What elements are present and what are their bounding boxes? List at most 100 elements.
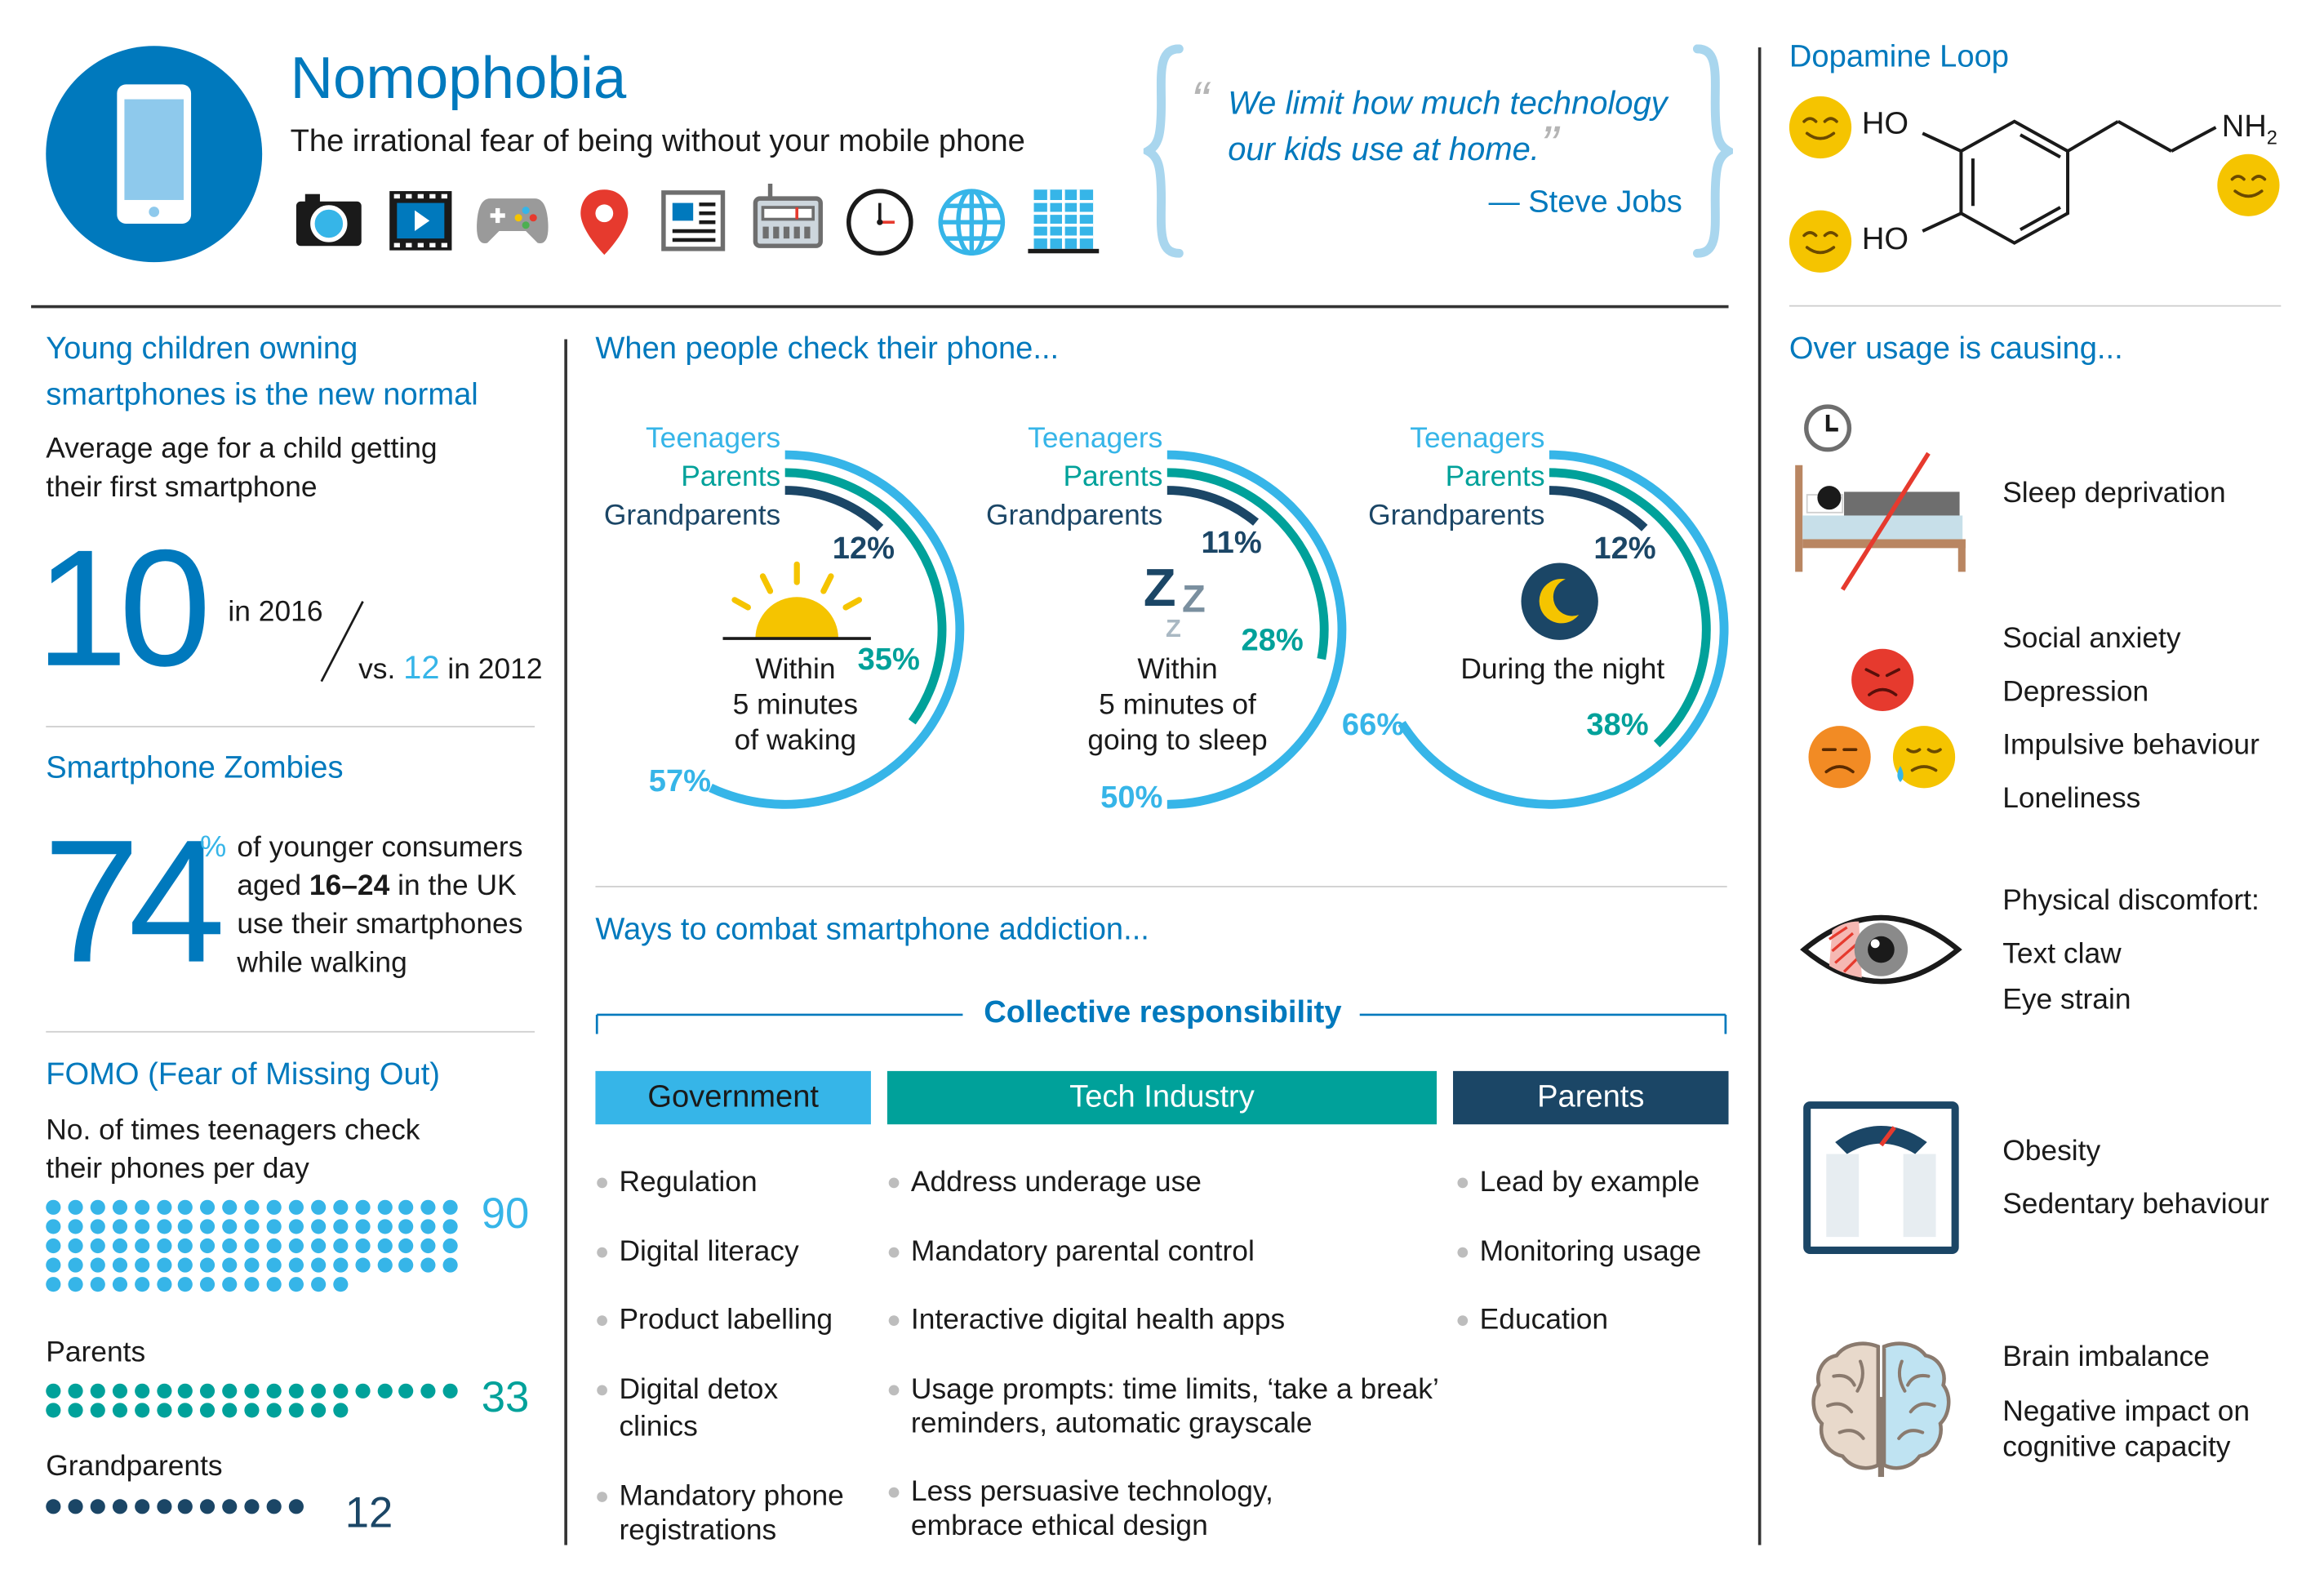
gov-item-mandatory-phone-cont: registrations — [619, 1514, 777, 1547]
grand-dot — [90, 1499, 105, 1514]
parent-dot — [266, 1383, 282, 1399]
teen-dot — [332, 1257, 348, 1273]
zombies-pct-sign: % — [199, 830, 227, 864]
chart3-legend-parents: Parents — [1445, 460, 1545, 494]
chart3-grand-pct: 12% — [1593, 531, 1656, 567]
ring-teenagers — [1398, 450, 1729, 809]
slash-divider — [317, 598, 367, 691]
teen-dot — [398, 1238, 414, 1254]
teen-dot — [156, 1219, 171, 1234]
grand-dot — [266, 1499, 282, 1514]
teen-dot — [222, 1199, 238, 1215]
parent-dot — [442, 1383, 459, 1399]
teen-dot — [200, 1238, 216, 1254]
parent-dot — [112, 1383, 127, 1399]
happy-face-icon-3 — [2215, 153, 2281, 225]
parents-item-education: Education — [1457, 1303, 1609, 1336]
children-title-line1: Young children owning — [46, 331, 358, 367]
teen-dot — [46, 1277, 61, 1292]
nh-label: NH — [2221, 109, 2267, 145]
teen-dot — [178, 1238, 193, 1254]
chart1-grand-pct: 12% — [832, 531, 895, 567]
teen-dot — [354, 1257, 370, 1273]
teen-dot — [354, 1199, 370, 1215]
tech-item-persuasive: Less persuasive technology, — [888, 1475, 1273, 1509]
chart2-legend-parents: Parents — [1063, 460, 1163, 494]
check-title: When people check their phone... — [595, 331, 1060, 367]
vs-label: vs. — [358, 653, 396, 687]
parent-dot — [134, 1403, 149, 1418]
teen-dot — [90, 1219, 105, 1234]
chart2-teen-pct: 50% — [1100, 780, 1163, 815]
teen-dot — [288, 1238, 304, 1254]
overuse-eye-strain: Eye strain — [2002, 983, 2131, 1016]
tech-item-persuasive-cont: embrace ethical design — [910, 1509, 1208, 1542]
teen-dot — [222, 1277, 238, 1292]
parent-dot — [156, 1383, 171, 1399]
age-2012: 12 — [403, 648, 440, 687]
teen-dot — [376, 1238, 392, 1254]
ring-grandparents — [1166, 486, 1260, 526]
zombies-age-range: 16–24 — [309, 869, 390, 903]
grand-dot — [134, 1499, 149, 1514]
divider-dopamine — [1789, 305, 2282, 307]
teen-dot — [156, 1238, 171, 1254]
parent-dot — [46, 1383, 61, 1399]
teen-dot — [112, 1238, 127, 1254]
column-divider-right — [1757, 47, 1761, 1545]
map-pin-icon — [578, 187, 631, 265]
teen-dot — [134, 1219, 149, 1234]
gov-item-digital-detox: Digital detox — [597, 1373, 779, 1406]
teen-dot — [134, 1199, 149, 1215]
grand-dot-grid — [46, 1499, 342, 1519]
scale-icon — [1802, 1101, 1959, 1262]
teen-dot — [90, 1238, 105, 1254]
chart3-legend-teenagers: Teenagers — [1410, 422, 1545, 456]
teen-dot — [288, 1199, 304, 1215]
tech-item-usage-prompts: Usage prompts: time limits, ‘take a brea… — [888, 1373, 1439, 1406]
parent-dot — [288, 1403, 304, 1418]
quote-line2: our kids use at home. — [1228, 130, 1540, 168]
divider-zombies — [46, 1030, 535, 1033]
ring-parents — [784, 468, 947, 725]
eye-strain-icon — [1800, 906, 1963, 999]
teen-dot — [112, 1257, 127, 1273]
teen-dot — [420, 1219, 437, 1234]
page-subtitle: The irrational fear of being without you… — [290, 124, 1025, 159]
left-brace-icon — [1139, 44, 1188, 265]
clock-small-icon — [1802, 403, 1853, 461]
ring-teenagers — [709, 450, 965, 809]
teen-dot — [266, 1238, 282, 1254]
close-quote-icon: ” — [1540, 113, 1558, 176]
teen-dot — [376, 1219, 392, 1234]
nh-subscript: 2 — [2266, 126, 2277, 149]
teen-dot — [376, 1257, 392, 1273]
parent-dot — [310, 1403, 326, 1418]
clock-icon — [844, 187, 915, 265]
chart1-caption-line2: 5 minutes — [732, 688, 859, 722]
teen-dot — [200, 1277, 216, 1292]
chart1-legend-grandparents: Grandparents — [603, 499, 781, 532]
teen-dot — [222, 1238, 238, 1254]
parent-dot — [134, 1383, 149, 1399]
parent-dot — [310, 1383, 326, 1399]
teen-dot — [156, 1277, 171, 1292]
parent-dot — [68, 1403, 83, 1418]
overuse-loneliness: Loneliness — [2002, 782, 2141, 815]
bed-icon — [1793, 447, 1971, 600]
teen-dot — [112, 1277, 127, 1292]
column-divider-left — [564, 339, 567, 1545]
children-title-line2: smartphones is the new normal — [46, 377, 478, 412]
teen-dot — [46, 1199, 61, 1215]
teen-dot — [332, 1238, 348, 1254]
moon-icon — [1520, 562, 1600, 649]
overuse-sedentary: Sedentary behaviour — [2002, 1188, 2269, 1221]
fomo-title: FOMO (Fear of Missing Out) — [46, 1057, 440, 1092]
overuse-text-claw: Text claw — [2002, 937, 2122, 971]
teen-dot — [288, 1219, 304, 1234]
chart2-caption-line2: 5 minutes of — [1099, 688, 1256, 722]
grand-dot — [46, 1499, 61, 1514]
gov-item-digital-literacy: Digital literacy — [597, 1235, 799, 1269]
teen-dot — [134, 1238, 149, 1254]
parent-dot — [332, 1383, 348, 1399]
